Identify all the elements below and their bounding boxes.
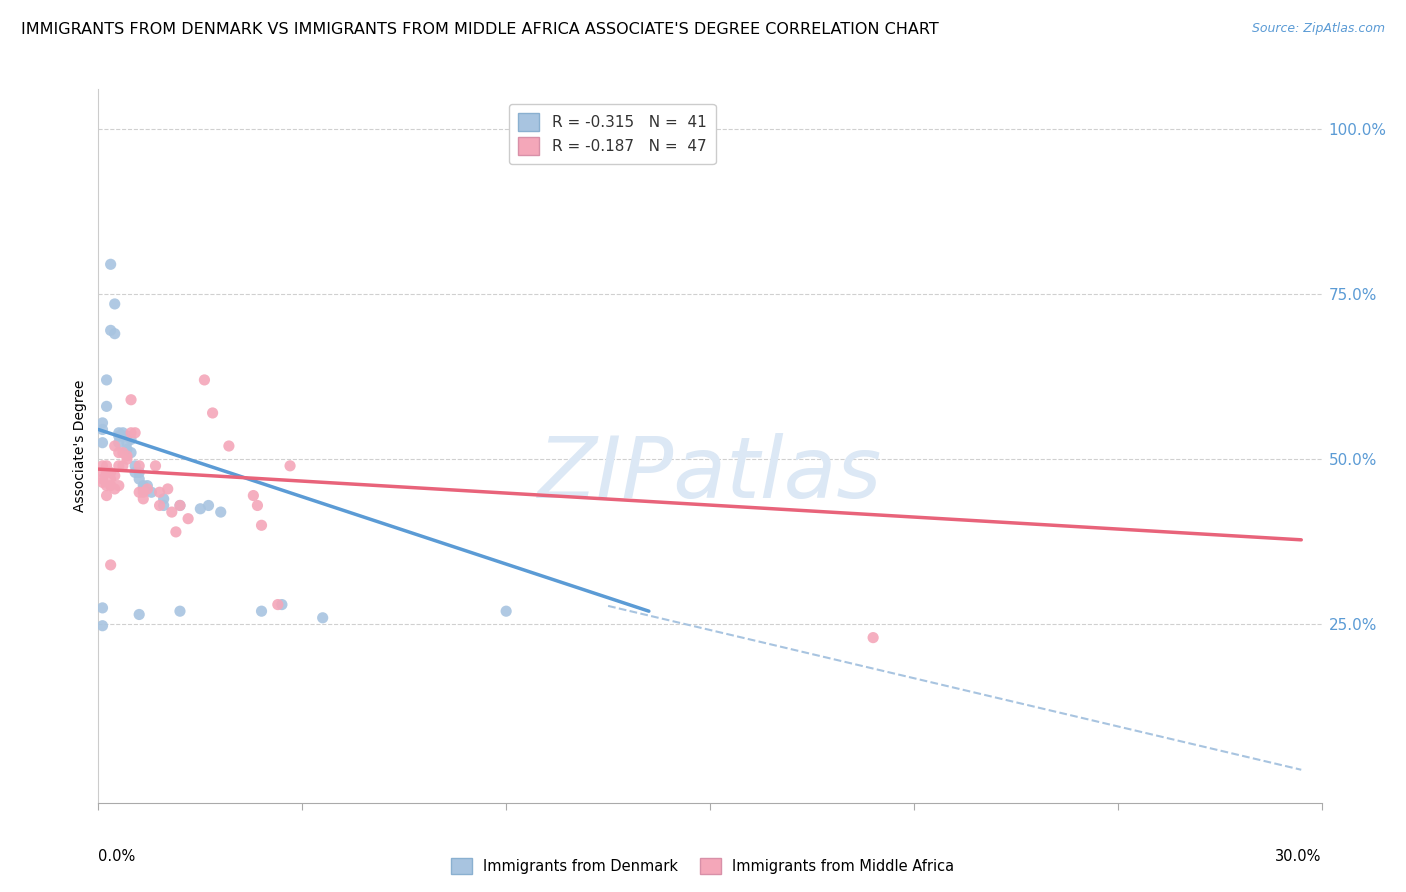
Point: [100, 257, 122, 271]
Point: [156, 482, 179, 496]
Point: [96, 466, 118, 480]
Point: [115, 442, 138, 457]
Point: [201, 406, 224, 420]
Point: [104, 439, 127, 453]
Point: [128, 458, 150, 473]
Point: [132, 485, 155, 500]
Point: [242, 489, 264, 503]
Point: [104, 297, 127, 311]
Point: [246, 499, 269, 513]
Point: [149, 499, 172, 513]
Point: [96, 373, 118, 387]
Legend: Immigrants from Denmark, Immigrants from Middle Africa: Immigrants from Denmark, Immigrants from…: [446, 852, 960, 880]
Point: [120, 445, 142, 459]
Point: [270, 598, 294, 612]
Point: [96, 489, 118, 503]
Point: [495, 604, 517, 618]
Point: [104, 326, 127, 341]
Point: [100, 323, 122, 337]
Point: [100, 478, 122, 492]
Point: [197, 499, 219, 513]
Point: [104, 468, 127, 483]
Point: [120, 425, 142, 440]
Point: [169, 604, 191, 618]
Point: [152, 499, 174, 513]
Point: [128, 485, 150, 500]
Point: [100, 472, 122, 486]
Point: [96, 478, 118, 492]
Point: [115, 449, 138, 463]
Point: [128, 607, 150, 622]
Point: [141, 485, 163, 500]
Point: [108, 435, 131, 450]
Point: [218, 439, 240, 453]
Point: [177, 511, 200, 525]
Point: [111, 429, 134, 443]
Point: [111, 445, 134, 459]
Point: [188, 501, 212, 516]
Point: [145, 458, 167, 473]
Point: [108, 429, 131, 443]
Point: [91, 475, 114, 490]
Point: [267, 598, 290, 612]
Point: [115, 435, 138, 450]
Point: [96, 400, 118, 414]
Point: [278, 458, 301, 473]
Legend: R = -0.315   N =  41, R = -0.187   N =  47: R = -0.315 N = 41, R = -0.187 N = 47: [509, 104, 716, 164]
Point: [111, 458, 134, 473]
Point: [91, 422, 114, 436]
Point: [91, 600, 114, 615]
Point: [91, 416, 114, 430]
Point: [108, 445, 131, 459]
Point: [160, 505, 183, 519]
Point: [862, 631, 884, 645]
Point: [193, 373, 215, 387]
Point: [91, 435, 114, 450]
Text: 0.0%: 0.0%: [98, 849, 135, 864]
Point: [132, 478, 155, 492]
Point: [115, 429, 138, 443]
Point: [96, 458, 118, 473]
Point: [100, 558, 122, 572]
Point: [132, 491, 155, 506]
Point: [120, 433, 142, 447]
Point: [136, 482, 159, 496]
Point: [108, 425, 131, 440]
Point: [169, 499, 191, 513]
Point: [128, 472, 150, 486]
Text: IMMIGRANTS FROM DENMARK VS IMMIGRANTS FROM MIDDLE AFRICA ASSOCIATE'S DEGREE CORR: IMMIGRANTS FROM DENMARK VS IMMIGRANTS FR…: [21, 22, 939, 37]
Text: 30.0%: 30.0%: [1275, 849, 1322, 864]
Point: [91, 472, 114, 486]
Text: Source: ZipAtlas.com: Source: ZipAtlas.com: [1251, 22, 1385, 36]
Point: [91, 618, 114, 632]
Point: [91, 458, 114, 473]
Point: [128, 466, 150, 480]
Y-axis label: Associate's Degree: Associate's Degree: [73, 380, 87, 512]
Text: ZIPatlas: ZIPatlas: [538, 433, 882, 516]
Point: [111, 425, 134, 440]
Point: [108, 478, 131, 492]
Point: [108, 458, 131, 473]
Point: [149, 485, 172, 500]
Point: [100, 466, 122, 480]
Point: [250, 604, 273, 618]
Point: [124, 458, 146, 473]
Point: [312, 611, 335, 625]
Point: [165, 524, 187, 539]
Point: [124, 425, 146, 440]
Point: [136, 478, 159, 492]
Point: [152, 491, 174, 506]
Point: [120, 392, 142, 407]
Point: [104, 482, 127, 496]
Point: [91, 466, 114, 480]
Point: [132, 482, 155, 496]
Point: [124, 466, 146, 480]
Point: [209, 505, 232, 519]
Point: [169, 499, 191, 513]
Point: [115, 452, 138, 467]
Point: [250, 518, 273, 533]
